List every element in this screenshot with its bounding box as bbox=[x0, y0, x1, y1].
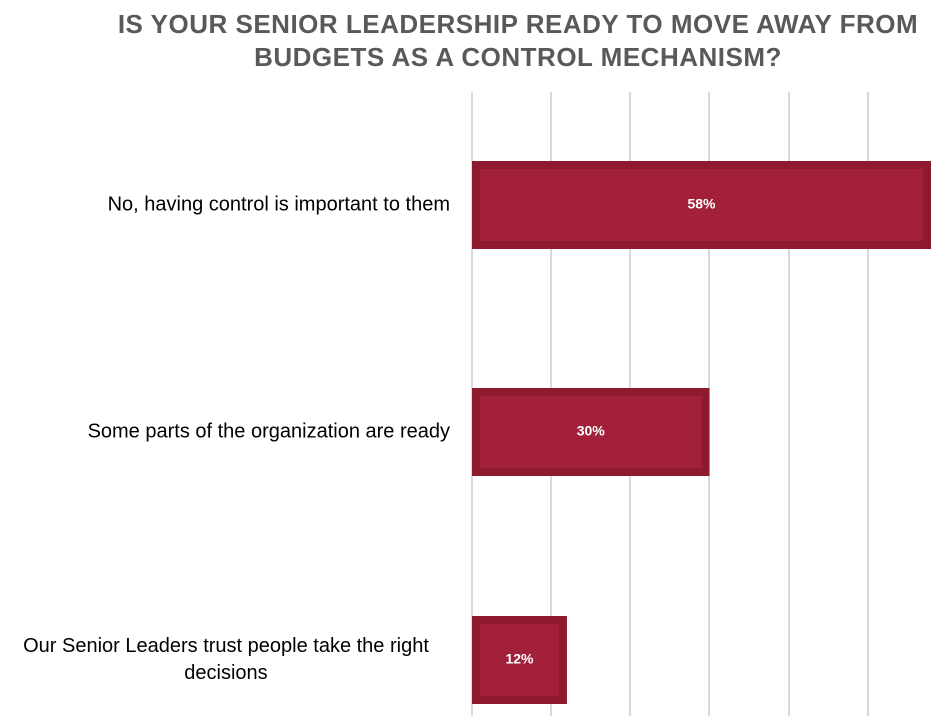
bar-data-label: 58% bbox=[687, 196, 716, 212]
chart-title-line: IS YOUR SENIOR LEADERSHIP READY TO MOVE … bbox=[118, 9, 918, 39]
bars: 58% 30% 12% bbox=[472, 161, 931, 704]
bar-fill bbox=[480, 169, 923, 241]
category-label: No, having control is important to them bbox=[108, 193, 450, 215]
category-label: Our Senior Leaders trust people take the… bbox=[23, 635, 429, 657]
category-label: decisions bbox=[184, 662, 267, 684]
bar-data-label: 30% bbox=[577, 423, 606, 439]
bar-data-label: 12% bbox=[505, 651, 534, 667]
category-label: Some parts of the organization are ready bbox=[88, 420, 450, 442]
bar-fill bbox=[480, 396, 702, 468]
chart-title: IS YOUR SENIOR LEADERSHIP READY TO MOVE … bbox=[118, 9, 918, 72]
category-labels: No, having control is important to them S… bbox=[23, 193, 450, 684]
bar-fill bbox=[480, 624, 559, 696]
chart-title-line: BUDGETS AS A CONTROL MECHANISM? bbox=[254, 42, 782, 72]
